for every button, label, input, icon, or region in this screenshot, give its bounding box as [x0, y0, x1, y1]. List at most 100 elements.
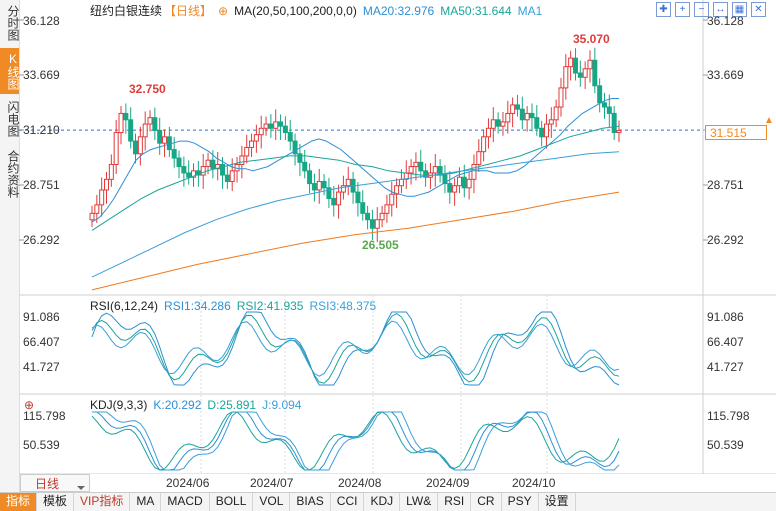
candle-body	[500, 121, 506, 127]
candle-body	[118, 112, 124, 134]
grid-icon[interactable]: ▦	[732, 2, 747, 17]
candle-body	[510, 104, 516, 114]
x-axis-label: 2024/06	[166, 476, 210, 490]
candle-body	[186, 172, 192, 178]
candle-body	[572, 57, 578, 74]
candle-body	[582, 68, 588, 78]
indicator-settings-icon[interactable]: ⊕	[218, 4, 229, 18]
candle-body	[263, 123, 269, 129]
candle-body	[331, 197, 337, 206]
candle-body	[307, 170, 313, 185]
candle-body	[597, 85, 603, 104]
price-axis-label-right: 36.128	[707, 14, 744, 28]
price-axis-label-left: 28.751	[23, 178, 60, 192]
candle-body	[128, 119, 134, 142]
expand-icon[interactable]: ↔	[713, 2, 728, 17]
crosshair-icon[interactable]: ✚	[656, 2, 671, 17]
j-line	[92, 411, 620, 471]
rsi1-line	[91, 311, 620, 386]
candle-body	[89, 212, 95, 221]
kline-chart[interactable]: 32.750 35.070 26.505	[19, 0, 776, 474]
x-axis-label: 2024/10	[512, 476, 556, 490]
candle-body	[452, 185, 458, 193]
indicator-tab[interactable]: CR	[471, 493, 502, 511]
ma-label: MA(20,50,100,200,0,0)	[234, 4, 357, 18]
candle-body	[548, 119, 554, 125]
side-tab[interactable]: 分时图	[6, 5, 20, 41]
zoom-in-icon[interactable]: +	[675, 2, 690, 17]
candle-body	[505, 112, 511, 123]
candle-body	[432, 166, 438, 174]
rsi2-line	[91, 313, 620, 384]
candle-body	[321, 180, 327, 189]
rsi-axis-label-right: 91.086	[707, 310, 744, 324]
kdj-label: KDJ(9,3,3)	[90, 398, 148, 412]
candle-body	[539, 127, 545, 138]
candle-body	[229, 170, 235, 182]
candle-body	[239, 155, 245, 165]
candle-body	[563, 66, 569, 89]
side-tab[interactable]: 合约资料	[6, 150, 20, 198]
indicator-tab[interactable]: MA	[130, 493, 162, 511]
rsi-axis-label-right: 66.407	[707, 335, 744, 349]
candle-body	[297, 153, 303, 163]
price-axis-label-left: 36.128	[23, 14, 60, 28]
rsi-axis-label-right: 41.727	[707, 360, 744, 374]
indicator-tab[interactable]: RSI	[438, 493, 472, 511]
kdj-axis-label-left: 115.798	[23, 409, 66, 423]
indicator-tab[interactable]: 模板	[37, 493, 75, 511]
side-tabs: 分时图 K线图闪电图合约资料	[0, 0, 20, 492]
indicator-tab[interactable]: PSY	[502, 493, 539, 511]
indicator-tab[interactable]: VOL	[253, 493, 291, 511]
indicator-tab[interactable]: 设置	[539, 493, 576, 511]
indicator-tab[interactable]: LW&	[400, 493, 439, 511]
candle-body	[133, 140, 139, 155]
ma50-value: MA50:31.644	[440, 4, 512, 18]
candle-body	[524, 112, 530, 121]
indicator-tab[interactable]: KDJ	[364, 493, 401, 511]
candle-body	[514, 104, 520, 110]
candle-body	[379, 212, 385, 221]
price-axis-label-left: 26.292	[23, 233, 60, 247]
side-tab[interactable]: K线图	[0, 48, 20, 94]
indicator-tab[interactable]: VIP指标	[74, 493, 131, 511]
candle-body	[316, 180, 322, 191]
ma100-line	[91, 151, 620, 278]
zoom-out-icon[interactable]: −	[694, 2, 709, 17]
candle-body	[205, 159, 211, 168]
rsi-axis-label-left: 91.086	[23, 310, 60, 324]
kdj-axis-label-right: 50.539	[707, 438, 744, 452]
indicator-tab[interactable]: 指标	[0, 493, 38, 511]
kdj-axis-label-right: 115.798	[707, 409, 750, 423]
candle-body	[104, 178, 110, 191]
candle-body	[485, 127, 491, 138]
indicator-tab[interactable]: BOLL	[210, 493, 254, 511]
period-selector[interactable]: 日线	[20, 474, 90, 492]
candle-body	[456, 176, 462, 187]
candle-body	[181, 166, 187, 174]
candle-body	[389, 193, 395, 206]
candle-body	[476, 151, 482, 165]
side-tab[interactable]: 闪电图	[6, 101, 20, 137]
candle-body	[408, 166, 414, 174]
indicator-tab[interactable]: MACD	[161, 493, 210, 511]
close-icon[interactable]: ✕	[751, 2, 766, 17]
ma1-value: MA1	[517, 4, 543, 18]
indicator-tab[interactable]: CCI	[331, 493, 365, 511]
candle-body	[113, 132, 119, 165]
x-axis-label: 2024/07	[250, 476, 294, 490]
rsi1-value: RSI1:34.286	[164, 299, 231, 313]
indicator-tab[interactable]: BIAS	[290, 493, 331, 511]
high-annotation-left: 32.750	[129, 82, 166, 96]
candle-body	[162, 136, 168, 144]
d-value: D:25.891	[207, 398, 257, 412]
candle-body	[447, 183, 453, 193]
candle-body	[157, 129, 163, 144]
ma200-line	[91, 191, 620, 291]
price-axis-label-left: 31.210	[23, 123, 60, 137]
candle-body	[99, 189, 105, 206]
candle-body	[519, 108, 525, 121]
candle-body	[191, 170, 197, 178]
candle-body	[215, 163, 221, 170]
kdj-settings-icon[interactable]: ⊕	[24, 398, 35, 412]
